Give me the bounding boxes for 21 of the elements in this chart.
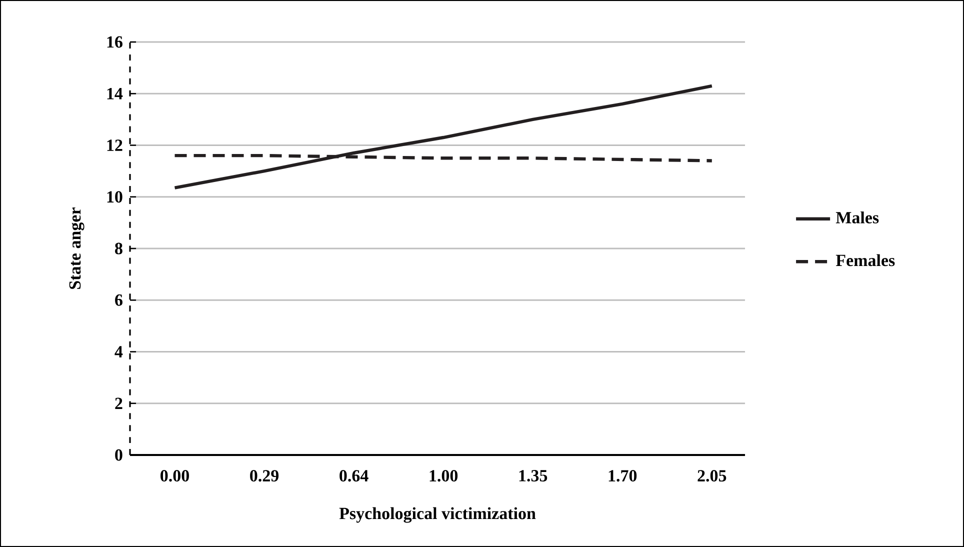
- x-tick-label: 2.05: [698, 470, 726, 482]
- y-tick-label: 0: [115, 449, 122, 461]
- x-tick-label: 0.64: [340, 470, 368, 482]
- legend-label: Males: [836, 211, 879, 224]
- y-tick-label: 8: [115, 242, 122, 254]
- x-axis-title: Psychological victimization: [339, 507, 536, 523]
- x-tick-label: 1.70: [608, 470, 637, 482]
- line-series: [173, 84, 714, 190]
- y-tick-label: 10: [107, 191, 122, 203]
- legend-label: Females: [836, 254, 895, 266]
- y-tick-label: 4: [114, 346, 123, 358]
- y-tick-label: 12: [107, 140, 122, 151]
- y-tick-label: 14: [107, 88, 123, 100]
- y-tick-label: 6: [115, 294, 122, 306]
- x-tick-label: 0.29: [250, 470, 279, 482]
- x-tick-label: 1.35: [519, 470, 548, 482]
- y-tick-label: 2: [115, 398, 122, 409]
- y-axis-title: State anger: [69, 208, 84, 289]
- y-tick-label: 16: [107, 36, 122, 48]
- x-tick-label: 0.00: [160, 470, 189, 482]
- x-tick-label: 1.00: [430, 470, 458, 482]
